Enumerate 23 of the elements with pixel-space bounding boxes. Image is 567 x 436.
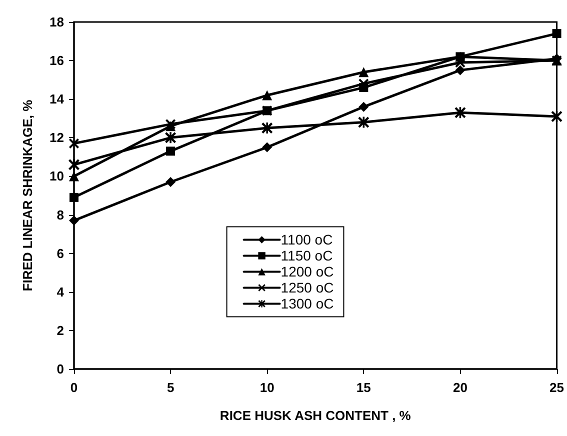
x-tick-label: 20 bbox=[452, 380, 468, 395]
y-tick-label: 0 bbox=[56, 362, 64, 376]
x-axis-title: RICE HUSK ASH CONTENT , % bbox=[220, 408, 412, 423]
x-tick-label: 5 bbox=[166, 380, 174, 395]
x-tick-label: 25 bbox=[550, 380, 564, 395]
legend-label: 1200 oC bbox=[280, 264, 334, 280]
legend-label: 1150 oC bbox=[280, 248, 333, 264]
y-axis-title: FIRED LINEAR SHRINKAGE, % bbox=[20, 99, 35, 292]
legend-label: 1250 oC bbox=[280, 280, 334, 296]
y-tick-label: 2 bbox=[56, 322, 64, 338]
y-tick-label: 14 bbox=[50, 92, 65, 107]
y-tick-label: 4 bbox=[56, 284, 65, 300]
x-tick-label: 15 bbox=[356, 380, 371, 395]
x-tick-label: 0 bbox=[70, 380, 78, 395]
legend-label: 1100 oC bbox=[280, 232, 333, 248]
y-tick-label: 18 bbox=[50, 14, 64, 30]
legend-label: 1300 oC bbox=[280, 296, 334, 312]
y-tick-label: 12 bbox=[50, 130, 64, 146]
y-tick-label: 10 bbox=[50, 168, 64, 184]
x-tick-label: 10 bbox=[260, 380, 274, 395]
y-tick-label: 6 bbox=[56, 246, 64, 261]
y-tick-label: 16 bbox=[50, 53, 64, 68]
y-tick-label: 8 bbox=[56, 207, 64, 222]
